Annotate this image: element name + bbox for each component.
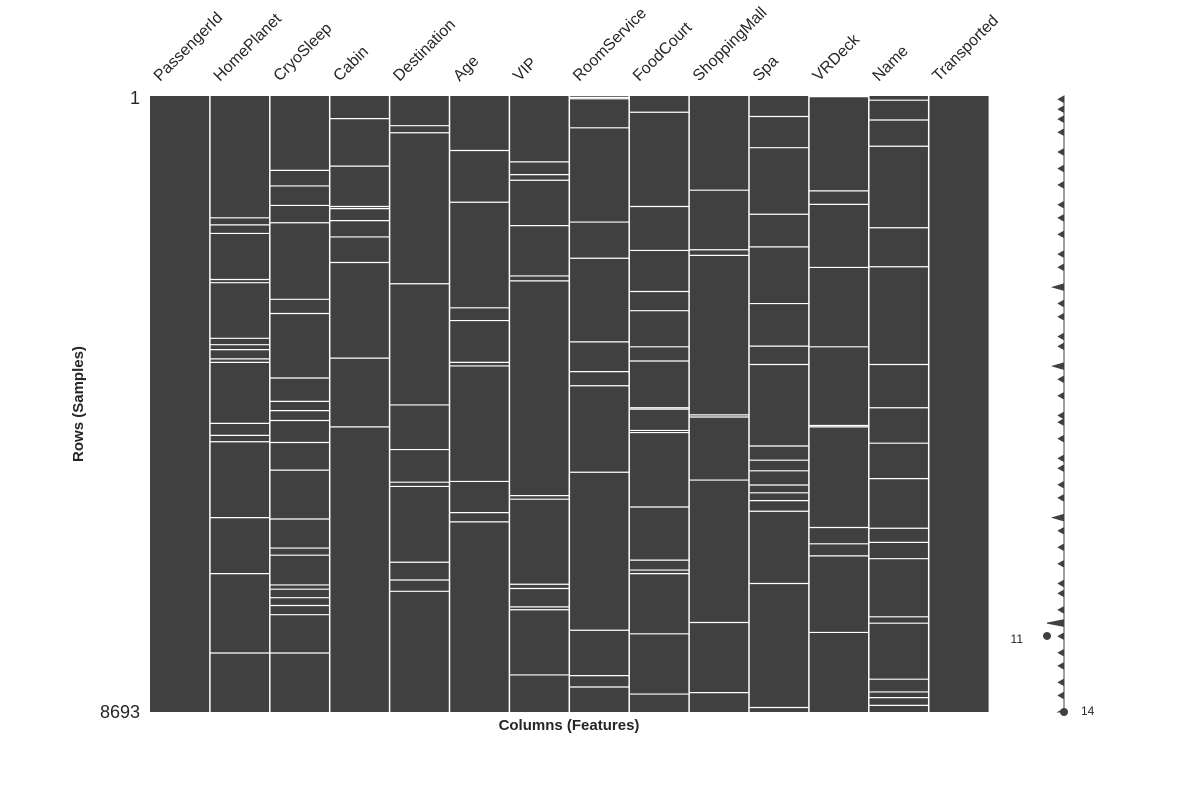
column-CryoSleep xyxy=(269,96,330,712)
column-label: VIP xyxy=(510,55,540,85)
column-label: Destination xyxy=(390,16,459,85)
column-bar xyxy=(209,96,270,712)
column-Spa xyxy=(749,96,809,712)
column-bar xyxy=(449,96,510,712)
column-bar xyxy=(389,96,450,712)
column-label: Cabin xyxy=(330,43,372,85)
column-label: Spa xyxy=(750,53,782,85)
column-label: Name xyxy=(870,43,912,85)
column-label: Age xyxy=(450,53,482,85)
column-HomePlanet xyxy=(209,96,270,712)
column-bar xyxy=(269,96,330,712)
column-Age xyxy=(449,96,510,712)
sparkline-min-label: 11 xyxy=(1011,632,1024,646)
column-label: Transported xyxy=(929,12,1002,85)
column-label: CryoSleep xyxy=(271,20,336,85)
column-Transported xyxy=(928,96,989,712)
column-VIP xyxy=(509,96,570,712)
sparkline-area xyxy=(1046,95,1065,713)
column-bar xyxy=(808,96,869,712)
column-bar xyxy=(689,96,749,712)
column-Destination xyxy=(389,96,450,712)
x-axis-title: Columns (Features) xyxy=(499,717,640,734)
column-RoomService xyxy=(569,96,630,712)
column-bar xyxy=(329,96,390,712)
column-Name xyxy=(868,96,929,712)
column-label: FoodCourt xyxy=(630,19,696,85)
column-bar xyxy=(150,96,210,712)
row-tick-max: 8693 xyxy=(100,702,140,722)
column-bar xyxy=(629,96,690,712)
column-bar xyxy=(928,96,989,712)
column-Cabin xyxy=(329,96,390,712)
sparkline-min-marker xyxy=(1043,631,1051,640)
sparkline-max-label: 14 xyxy=(1081,704,1095,718)
column-bar xyxy=(749,96,809,712)
column-bar xyxy=(569,96,630,712)
column-PassengerId xyxy=(150,96,210,712)
column-bar xyxy=(868,96,929,712)
column-ShoppingMall xyxy=(689,96,749,712)
column-bar xyxy=(509,96,570,712)
completeness-sparkline xyxy=(1043,95,1068,716)
sparkline-max-marker xyxy=(1060,708,1068,716)
y-axis-title: Rows (Samples) xyxy=(70,346,87,462)
column-VRDeck xyxy=(808,96,869,712)
column-FoodCourt xyxy=(629,96,690,712)
matrix-area xyxy=(150,96,989,712)
row-tick-min: 1 xyxy=(130,88,140,108)
column-label: VRDeck xyxy=(810,31,864,85)
